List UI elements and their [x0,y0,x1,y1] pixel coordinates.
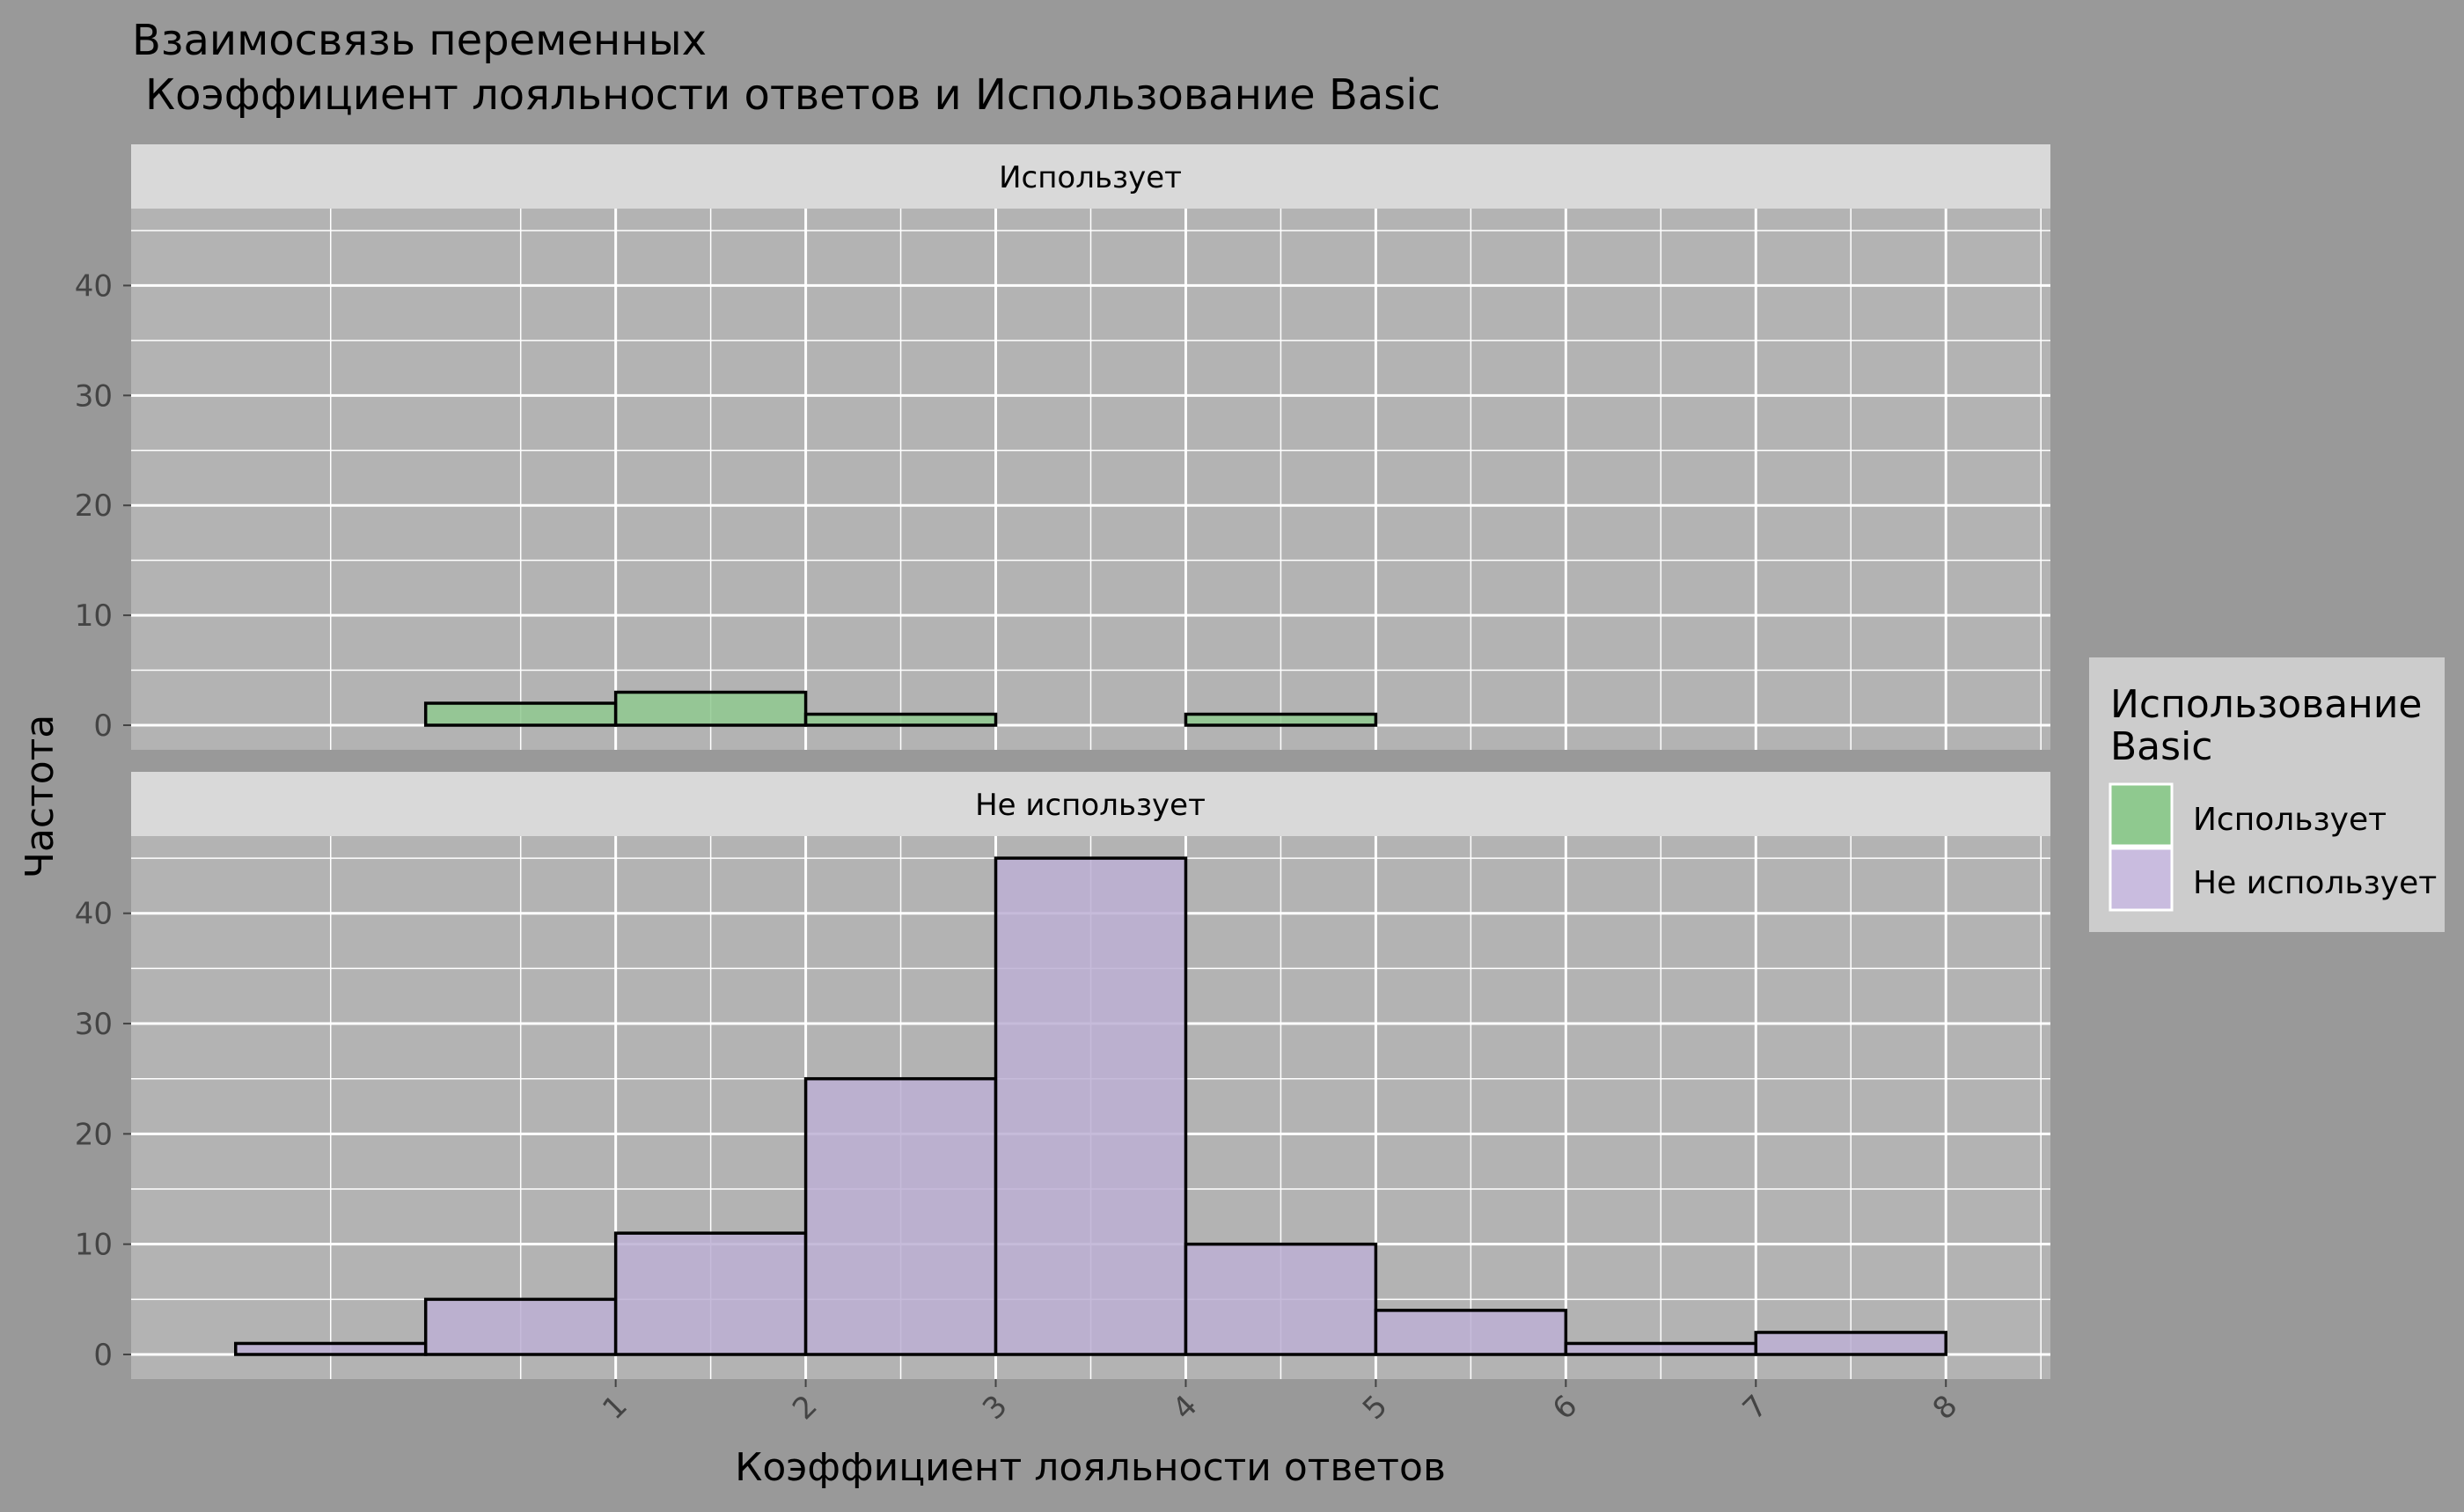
y-axis-title: Частота [18,715,62,878]
chart-subtitle: Коэффициент лояльности ответов и Использ… [145,70,1441,120]
facet-panel-uses: Использует [131,144,2050,750]
legend-key-uses [2108,782,2174,848]
histogram-bar [1184,1242,1378,1356]
legend-title-line2: Basic [2110,724,2213,769]
bars [423,690,1378,727]
strip-label: Использует [999,160,1182,195]
histogram-bar [1754,1331,1947,1356]
histogram-bar [613,690,808,727]
strip-background [131,772,2050,836]
histogram-bar [803,1076,998,1356]
strip-label: Не использует [975,788,1206,823]
grid-lines [131,209,2050,750]
y-tick-label: 20 [75,1117,113,1152]
legend-label-not-uses: Не использует [2193,865,2437,901]
histogram-bar [803,712,998,727]
histogram-bar [1374,1309,1568,1356]
y-tick-label: 0 [93,1338,113,1373]
y-tick-label: 30 [75,1007,113,1042]
histogram-bar [1564,1341,1758,1356]
histogram-bar [994,856,1188,1356]
y-tick-label: 10 [75,1228,113,1263]
legend: Использование Basic Использует Не исполь… [2089,657,2445,932]
strip-background [131,144,2050,209]
y-tick-label: 40 [75,268,113,304]
bars [234,856,1947,1356]
histogram-bar [234,1341,428,1356]
legend-label-uses: Использует [2193,802,2387,838]
y-tick-label: 30 [75,378,113,414]
histogram-bar [423,1297,618,1356]
histogram-bar [1184,712,1378,727]
facet-panel-not-uses: Не использует [131,772,2050,1379]
chart-title: Взаимосвязь переменных [132,16,707,65]
histogram-bar [423,701,618,727]
y-axis-ticks: 0 10 20 30 40 [75,897,131,1373]
legend-title-line1: Использование [2110,682,2423,727]
y-tick-label: 10 [75,598,113,634]
y-tick-label: 0 [93,708,113,744]
x-axis-title: Коэффициент лояльности ответов [735,1445,1446,1490]
histogram-bar [613,1231,808,1356]
y-tick-label: 40 [75,897,113,932]
y-tick-label: 20 [75,488,113,524]
y-axis-ticks: 0 10 20 30 40 [75,268,131,744]
legend-key-not-uses [2108,847,2174,912]
